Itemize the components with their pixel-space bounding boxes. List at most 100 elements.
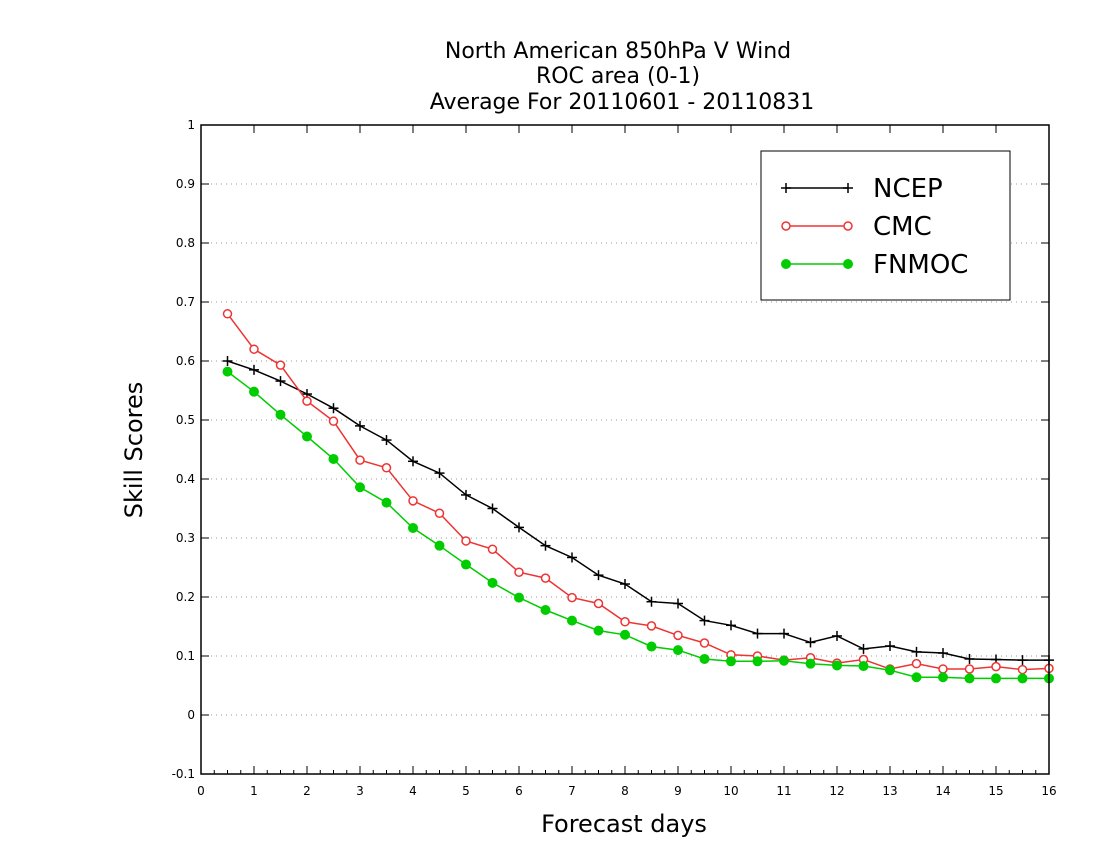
data-point-fnmoc xyxy=(514,592,524,603)
legend-label-ncep: NCEP xyxy=(873,174,943,204)
x-tick-label: 16 xyxy=(1041,784,1056,798)
legend-marker-ncep xyxy=(843,183,853,193)
data-point-fnmoc xyxy=(885,665,895,676)
data-point-cmc xyxy=(593,598,604,609)
data-point-fnmoc xyxy=(540,604,551,615)
x-tick-label: 5 xyxy=(462,784,470,798)
data-point-ncep xyxy=(911,646,922,657)
x-tick-label: 15 xyxy=(988,784,1003,798)
data-point-ncep xyxy=(620,579,630,590)
data-point-fnmoc xyxy=(355,482,365,493)
data-point-ncep xyxy=(646,596,657,607)
y-tick-label: 0.8 xyxy=(176,236,195,250)
data-point-fnmoc xyxy=(858,661,869,672)
data-point-fnmoc xyxy=(752,656,763,667)
data-point-cmc xyxy=(964,664,975,674)
legend-entries: NCEP CMC FNMOC xyxy=(781,174,968,280)
chart-title-line-3: Average For 20110601 - 20110831 xyxy=(430,90,815,115)
chart-title: North American 850hPa V Wind ROC area (0… xyxy=(430,39,815,115)
data-point-cmc xyxy=(540,573,551,583)
x-tick-label: 11 xyxy=(776,784,791,798)
data-point-fnmoc xyxy=(461,559,471,570)
data-point-cmc xyxy=(249,344,259,354)
series-cmc xyxy=(222,309,1054,675)
legend-marker-cmc xyxy=(843,221,853,231)
data-point-ncep xyxy=(832,630,842,641)
data-point-ncep xyxy=(673,598,683,609)
data-point-fnmoc xyxy=(726,656,736,667)
plot-frame xyxy=(200,124,1050,775)
x-tick-label: 9 xyxy=(674,784,682,798)
data-point-ncep xyxy=(567,552,577,563)
x-tick-label: 0 xyxy=(197,784,205,798)
data-point-fnmoc xyxy=(938,672,948,683)
y-tick-label: 0.9 xyxy=(176,177,195,191)
x-tick-label: 10 xyxy=(723,784,738,798)
legend-item-cmc: CMC xyxy=(781,212,932,242)
data-point-cmc xyxy=(222,309,233,319)
data-point-fnmoc xyxy=(381,497,392,508)
series-line-cmc xyxy=(226,313,1050,671)
data-point-ncep xyxy=(752,628,763,639)
data-point-cmc xyxy=(487,544,498,554)
data-point-cmc xyxy=(673,630,683,641)
data-point-fnmoc xyxy=(434,540,445,551)
data-point-fnmoc xyxy=(249,386,259,397)
data-point-ncep xyxy=(858,643,869,654)
x-tick-label: 6 xyxy=(515,784,523,798)
legend-label-cmc: CMC xyxy=(873,212,932,242)
data-point-ncep xyxy=(885,640,895,651)
legend-marker-fnmoc xyxy=(781,259,791,269)
x-tick-label: 14 xyxy=(935,784,950,798)
chart-title-line-2: ROC area (0-1) xyxy=(536,64,700,89)
y-tick-label: 0.6 xyxy=(176,354,195,368)
data-point-fnmoc xyxy=(699,653,710,664)
data-point-cmc xyxy=(381,463,392,473)
data-point-fnmoc xyxy=(646,641,657,652)
data-point-cmc xyxy=(355,455,365,465)
y-tick-label: -0.1 xyxy=(172,767,195,781)
data-point-cmc xyxy=(275,360,286,370)
data-point-ncep xyxy=(381,435,392,446)
data-point-ncep xyxy=(461,489,471,500)
data-point-ncep xyxy=(275,376,286,387)
y-tick-label: 0.4 xyxy=(176,472,195,486)
data-point-fnmoc xyxy=(620,629,630,640)
x-tick-label: 7 xyxy=(568,784,576,798)
series-fnmoc xyxy=(222,366,1054,684)
data-point-fnmoc xyxy=(779,655,789,666)
data-point-fnmoc xyxy=(673,645,683,656)
data-point-ncep xyxy=(540,540,551,551)
data-point-cmc xyxy=(699,638,710,648)
axis-ticks: -0.100.10.20.30.40.50.60.70.80.910 1 2 3 4 5 6… xyxy=(172,118,1057,798)
data-point-ncep xyxy=(726,620,736,631)
y-tick-label: 0.7 xyxy=(176,295,195,309)
x-tick-label: 13 xyxy=(882,784,897,798)
data-point-fnmoc xyxy=(991,673,1001,684)
data-point-ncep xyxy=(514,522,524,533)
x-tick-label: 1 xyxy=(250,784,258,798)
data-point-cmc xyxy=(461,536,471,546)
data-point-cmc xyxy=(620,617,630,627)
legend: NCEP CMC FNMOC xyxy=(760,150,1011,301)
data-point-ncep xyxy=(779,628,789,639)
legend-marker-fnmoc xyxy=(843,259,853,269)
data-point-fnmoc xyxy=(487,577,498,588)
y-tick-label: 0.1 xyxy=(176,649,195,663)
data-point-ncep xyxy=(249,364,259,375)
x-tick-label: 3 xyxy=(356,784,364,798)
legend-item-ncep: NCEP xyxy=(781,174,943,204)
data-point-ncep xyxy=(434,468,445,479)
data-point-fnmoc xyxy=(805,658,816,669)
data-point-cmc xyxy=(646,621,657,631)
x-axis-title: Forecast days xyxy=(541,810,707,838)
data-point-fnmoc xyxy=(593,625,604,636)
x-tick-label: 4 xyxy=(409,784,417,798)
data-point-cmc xyxy=(991,661,1001,672)
data-point-cmc xyxy=(302,396,312,406)
data-point-fnmoc xyxy=(1017,673,1028,684)
y-tick-label: 0.2 xyxy=(176,590,195,604)
data-point-ncep xyxy=(938,648,948,659)
y-tick-label: 1 xyxy=(187,118,195,132)
data-point-ncep xyxy=(487,503,498,514)
